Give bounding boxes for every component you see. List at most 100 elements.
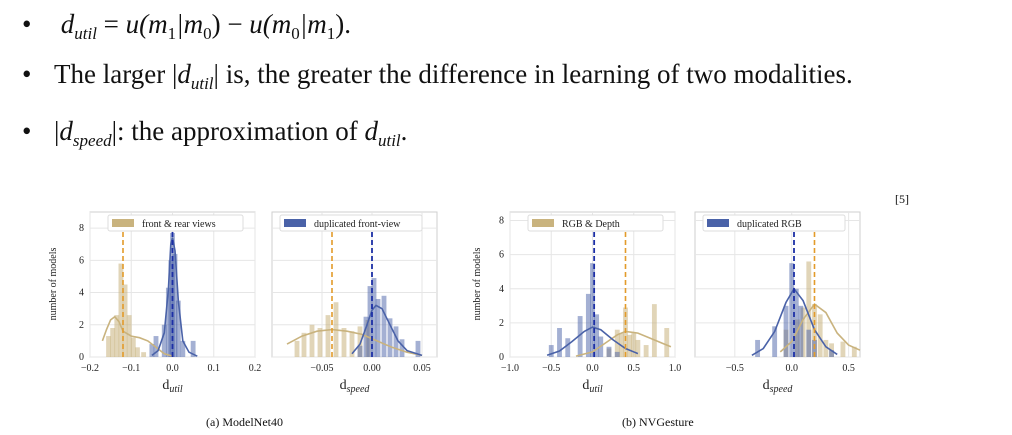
blue-bar bbox=[565, 338, 571, 357]
panel-frame bbox=[694, 211, 861, 358]
y-tick-label: 2 bbox=[79, 320, 84, 331]
blue-bar bbox=[190, 340, 196, 357]
tan-kde-curve bbox=[101, 315, 173, 357]
tan-bar bbox=[664, 328, 670, 357]
tan-bar bbox=[823, 339, 829, 357]
arg: |m bbox=[299, 9, 327, 39]
blue-bar bbox=[381, 295, 387, 357]
blue-bar bbox=[614, 351, 620, 357]
panel-0: −1.0 −0.5 0.0 0.5 1.0 0 2 4 6 8 dutil RGB & Depth bbox=[499, 211, 682, 395]
blue-bar bbox=[415, 340, 421, 357]
x-tick-label: 0.00 bbox=[363, 363, 381, 374]
y-tick-label: 8 bbox=[499, 216, 504, 227]
tan-bar bbox=[806, 261, 812, 357]
blue-bar bbox=[149, 344, 155, 357]
x-tick-label: 0.2 bbox=[249, 363, 262, 374]
tan-bar bbox=[349, 331, 355, 357]
tan-bar bbox=[817, 314, 823, 357]
fn-u: u bbox=[249, 9, 263, 39]
subscript: speed bbox=[72, 131, 112, 150]
y-axis-label: number of models bbox=[48, 248, 59, 321]
y-tick-label: 6 bbox=[499, 250, 504, 261]
tan-bar bbox=[301, 332, 307, 357]
y-tick-label: 2 bbox=[499, 318, 504, 329]
blue-bar bbox=[375, 299, 381, 357]
x-tick-label: −0.2 bbox=[81, 363, 99, 374]
text: . bbox=[400, 116, 408, 146]
blue-kde-curve bbox=[151, 237, 198, 357]
minus: ) − bbox=[211, 9, 250, 39]
blue-bar bbox=[594, 314, 600, 357]
blue-bar bbox=[798, 305, 804, 357]
blue-bar bbox=[585, 293, 591, 357]
blue-bar bbox=[180, 340, 186, 357]
legend-swatch bbox=[112, 219, 134, 227]
y-tick-label: 4 bbox=[499, 284, 504, 295]
tan-bar bbox=[135, 347, 140, 357]
legend-swatch bbox=[707, 219, 729, 227]
blue-bar bbox=[393, 326, 399, 357]
blue-bar bbox=[606, 346, 612, 357]
bullet-dot: • bbox=[22, 59, 32, 89]
caption-nvgesture: (b) NVGesture bbox=[622, 415, 694, 429]
blue-bar bbox=[399, 339, 405, 357]
legend-box bbox=[527, 214, 664, 232]
panel-1: −0.05 0.00 0.05 dspeed duplicated front-view bbox=[271, 211, 438, 395]
legend-box bbox=[702, 214, 846, 232]
x-tick-label: 1.0 bbox=[669, 363, 682, 374]
blue-bar bbox=[175, 300, 181, 357]
blue-bar bbox=[793, 288, 799, 357]
bullet-dot: • bbox=[22, 116, 32, 146]
blue-kde-curve bbox=[351, 304, 423, 357]
blue-bar bbox=[548, 345, 554, 357]
blue-bar bbox=[806, 329, 812, 357]
tan-bar bbox=[840, 341, 846, 357]
var-d: d bbox=[364, 116, 378, 146]
legend-swatch bbox=[532, 219, 554, 227]
blue-bar bbox=[161, 324, 167, 357]
subscript: util bbox=[190, 74, 214, 93]
x-axis-label-subscript: util bbox=[169, 384, 183, 395]
tan-bar bbox=[627, 334, 633, 357]
x-axis-label: dspeed bbox=[340, 378, 371, 395]
equals: = bbox=[96, 9, 126, 39]
subscript: 0 bbox=[291, 24, 300, 43]
blue-bar bbox=[783, 305, 789, 357]
tan-bar bbox=[643, 345, 649, 357]
tan-bar bbox=[114, 315, 120, 357]
y-axis-label: number of models bbox=[472, 248, 483, 321]
y-tick-label: 0 bbox=[499, 352, 504, 363]
legend-label: front & rear views bbox=[142, 219, 216, 230]
blue-bar bbox=[387, 318, 393, 357]
figure-modelnet40: number of models −0.2 −0.1 0.0 0.1 0.2 0 2 4 6 8 du… bbox=[48, 211, 438, 395]
arg: |m bbox=[176, 9, 204, 39]
blue-kde-curve bbox=[546, 326, 639, 357]
tan-bar bbox=[141, 352, 147, 357]
blue-bar bbox=[170, 232, 175, 357]
arg: (m bbox=[262, 9, 292, 39]
text: : the approximation of bbox=[117, 116, 365, 146]
tan-bar bbox=[122, 284, 128, 357]
panel-frame bbox=[271, 211, 438, 358]
var-d: d bbox=[60, 9, 75, 39]
x-tick-label: 0.5 bbox=[842, 363, 855, 374]
panel-1: −0.5 0.0 0.5 dspeed duplicated RGB bbox=[694, 211, 861, 395]
legend-label: duplicated front-view bbox=[314, 219, 401, 230]
arg: (m bbox=[139, 9, 168, 39]
legend-label: duplicated RGB bbox=[737, 219, 802, 230]
x-tick-label: 0.5 bbox=[628, 363, 641, 374]
tan-bar bbox=[651, 304, 657, 357]
tan-bar bbox=[341, 328, 347, 357]
tan-bar bbox=[317, 328, 323, 357]
var-d: d bbox=[59, 116, 73, 146]
x-tick-label: 0.1 bbox=[208, 363, 221, 374]
subscript: 1 bbox=[167, 24, 177, 43]
blue-bar bbox=[172, 253, 178, 357]
blue-bar bbox=[557, 328, 562, 357]
tan-kde-curve bbox=[286, 328, 423, 357]
blue-bar bbox=[357, 345, 363, 357]
blue-bar bbox=[590, 263, 595, 357]
tan-bar bbox=[130, 337, 136, 357]
caption-modelnet40: (a) ModelNet40 bbox=[206, 415, 283, 429]
y-tick-label: 6 bbox=[79, 255, 84, 266]
